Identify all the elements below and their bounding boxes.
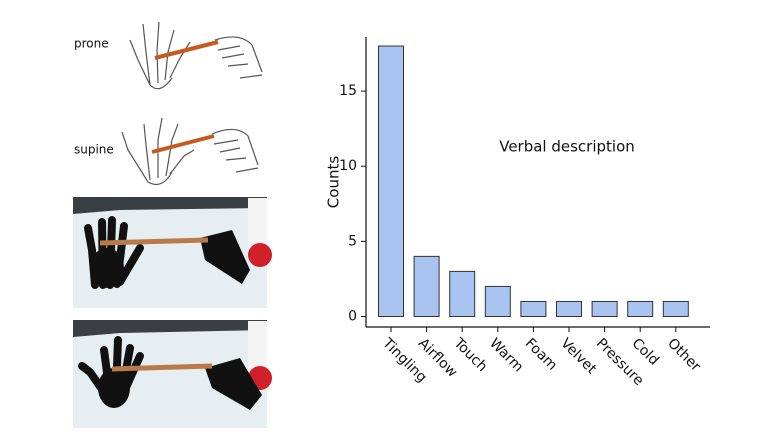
prone-illustration — [129, 21, 263, 90]
supine-illustration — [121, 117, 259, 185]
y-axis-label: Counts — [325, 156, 343, 209]
chart-title: Verbal description — [499, 138, 635, 156]
vr-screenshot — [73, 320, 272, 428]
bar — [449, 270, 476, 317]
y-tick-label: 10 — [339, 158, 357, 174]
bar — [627, 300, 654, 317]
bar — [378, 45, 404, 317]
bar — [591, 300, 618, 317]
bar — [484, 285, 511, 317]
vr-screenshot — [73, 197, 272, 308]
y-tick-label: 0 — [348, 308, 357, 324]
rod — [151, 134, 215, 154]
figure-label: prone — [74, 37, 109, 51]
bar — [662, 300, 689, 317]
bar — [556, 300, 582, 317]
y-tick-label: 15 — [339, 83, 357, 99]
figure-label: supine — [74, 143, 114, 157]
bar — [520, 300, 547, 317]
bar — [413, 255, 440, 317]
rod — [154, 40, 219, 60]
y-tick-label: 5 — [348, 233, 357, 249]
